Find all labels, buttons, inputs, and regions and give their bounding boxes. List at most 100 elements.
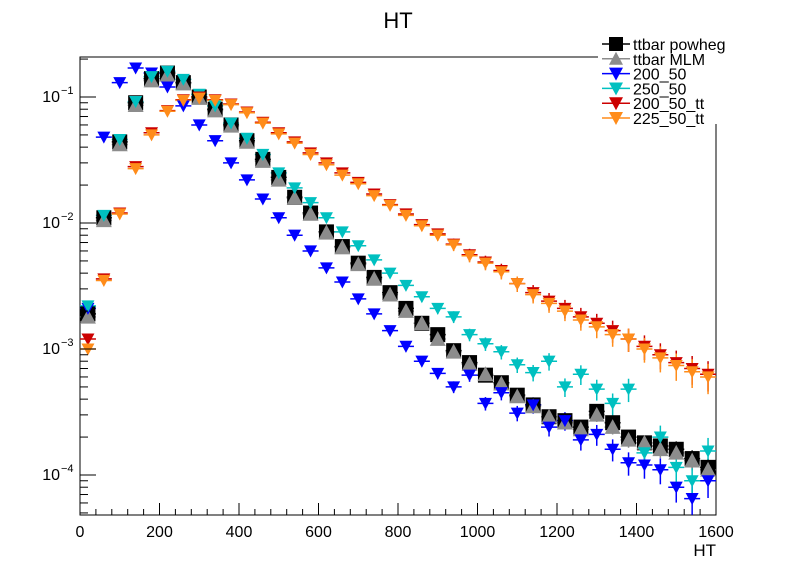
data-point — [240, 107, 254, 120]
data-point — [701, 475, 715, 488]
data-point — [367, 254, 381, 267]
x-tick-label: 1200 — [539, 524, 575, 541]
data-point — [590, 383, 604, 396]
data-point — [684, 452, 701, 468]
data-point — [510, 359, 524, 372]
data-point — [129, 96, 143, 109]
data-point — [558, 415, 572, 428]
data-point — [463, 369, 477, 382]
data-point — [383, 267, 397, 280]
data-point — [256, 193, 270, 206]
data-point — [461, 356, 478, 371]
data-point — [224, 99, 238, 112]
data-point — [574, 368, 588, 381]
data-point — [431, 229, 445, 242]
data-point — [335, 276, 349, 289]
data-point — [542, 297, 556, 310]
data-point — [81, 333, 95, 346]
data-point — [288, 182, 302, 195]
data-point — [272, 128, 286, 141]
data-point — [653, 352, 667, 365]
data-point — [192, 92, 206, 105]
data-point — [145, 129, 159, 142]
y-tick-label: 10 — [42, 215, 60, 232]
data-point — [574, 314, 588, 327]
data-point — [240, 132, 254, 145]
data-point — [367, 308, 381, 321]
data-point — [620, 431, 637, 447]
chart-title: HT — [383, 8, 412, 33]
data-point — [558, 381, 572, 394]
data-point — [526, 367, 540, 380]
data-point — [397, 303, 414, 318]
data-point — [637, 343, 651, 356]
data-point — [700, 461, 717, 477]
data-point — [383, 199, 397, 212]
x-tick-label: 600 — [305, 524, 332, 541]
data-point — [431, 302, 445, 315]
legend-marker — [609, 112, 623, 125]
data-point — [113, 77, 127, 90]
x-tick-label: 1600 — [698, 524, 734, 541]
data-point — [304, 148, 318, 161]
data-point — [399, 209, 413, 222]
data-point — [622, 383, 636, 396]
data-point — [224, 117, 238, 130]
data-point — [304, 245, 318, 258]
data-point — [382, 286, 399, 302]
data-point — [652, 441, 669, 457]
data-point — [318, 224, 335, 240]
data-point — [447, 311, 461, 324]
data-point — [590, 428, 604, 441]
data-point — [701, 445, 715, 458]
data-point — [622, 333, 636, 346]
data-point — [335, 226, 349, 239]
data-point — [97, 131, 111, 144]
x-tick-label: 200 — [146, 524, 173, 541]
data-point — [415, 291, 429, 304]
data-point — [588, 406, 605, 422]
data-point — [477, 366, 494, 382]
data-point — [574, 434, 588, 447]
data-point — [622, 457, 636, 470]
data-point — [350, 256, 367, 272]
legend-marker — [609, 97, 623, 111]
data-point — [429, 331, 446, 346]
data-point — [494, 387, 508, 400]
data-point — [431, 367, 445, 380]
legend-label: 225_50_tt — [633, 111, 705, 128]
data-point — [653, 464, 667, 477]
data-point — [129, 163, 143, 176]
x-axis-label: HT — [693, 541, 716, 560]
error-bars — [79, 66, 717, 515]
data-point — [208, 94, 222, 107]
data-point — [415, 220, 429, 233]
data-point — [606, 329, 620, 342]
data-point — [367, 190, 381, 203]
x-tick-label: 800 — [385, 524, 412, 541]
y-tick-exponent: −4 — [61, 463, 74, 475]
data-point — [176, 94, 190, 107]
data-point — [447, 239, 461, 252]
data-point — [192, 119, 206, 132]
data-point — [541, 408, 558, 424]
data-point — [478, 257, 492, 270]
data-point — [113, 133, 127, 146]
data-point — [399, 340, 413, 353]
data-point — [463, 250, 477, 263]
data-point — [494, 266, 508, 279]
data-point — [558, 305, 572, 318]
data-point — [510, 278, 524, 291]
data-point — [319, 212, 333, 225]
data-point — [606, 397, 620, 410]
data-point — [224, 157, 238, 170]
data-point — [590, 321, 604, 334]
x-tick-label: 400 — [226, 524, 253, 541]
y-tick-exponent: −2 — [61, 211, 74, 223]
data-point — [383, 325, 397, 338]
data-point — [334, 239, 351, 255]
data-point — [351, 240, 365, 253]
legend-marker — [609, 37, 623, 51]
data-point — [509, 388, 526, 404]
